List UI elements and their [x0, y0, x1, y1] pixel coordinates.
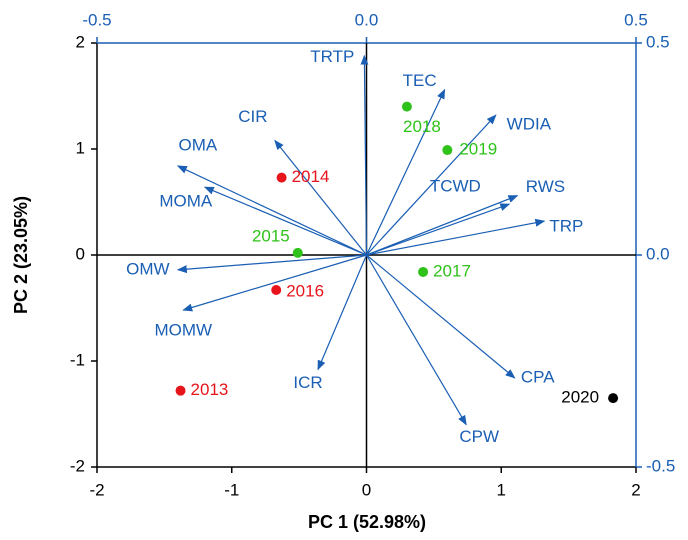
x-tick-label: 1: [497, 480, 506, 499]
y-tick-label: 0: [76, 244, 85, 263]
y-tick-label: 2: [76, 32, 85, 51]
x-tick-label: 2: [631, 480, 640, 499]
loading-label: CPA: [521, 367, 555, 386]
score-point: [175, 385, 186, 396]
loading-arrow: [274, 139, 367, 256]
loading-label: ICR: [293, 373, 322, 392]
loading-label: TEC: [403, 71, 437, 90]
loading-arrow: [365, 88, 446, 256]
loading-arrow: [203, 186, 367, 256]
x2-tick-label: 0.5: [624, 10, 648, 29]
loading-label: CPW: [459, 427, 499, 446]
loading-label: MOMW: [154, 321, 212, 340]
loading-label: TRTP: [310, 47, 354, 66]
score-label: 2017: [433, 261, 471, 280]
loading-arrow: [182, 254, 367, 312]
score-label: 2018: [403, 117, 441, 136]
y2-tick-label: 0.5: [646, 32, 670, 51]
score-point: [271, 284, 282, 295]
loading-arrow: [366, 218, 546, 256]
score-point: [608, 393, 619, 404]
score-label: 2015: [252, 226, 290, 245]
loading-label: OMW: [126, 259, 169, 278]
loading-label: MOMA: [159, 192, 213, 211]
loading-arrow: [360, 54, 369, 256]
x-tick-label: 0: [362, 480, 371, 499]
score-point: [401, 101, 412, 112]
loading-label: RWS: [526, 177, 565, 196]
x2-tick-label: -0.5: [82, 10, 111, 29]
score-point: [418, 266, 429, 277]
y-axis-label: PC 2 (23.05%): [11, 196, 31, 314]
y2-tick-label: 0.0: [646, 244, 670, 263]
score-label: 2019: [459, 140, 497, 159]
y-tick-label: -2: [70, 456, 85, 475]
score-point: [276, 172, 287, 183]
score-label: 2014: [292, 167, 330, 186]
loading-arrow: [317, 254, 368, 371]
loading-label: OMA: [178, 135, 217, 154]
x-tick-label: -1: [224, 480, 239, 499]
x-tick-label: -2: [89, 480, 104, 499]
score-label: 2020: [561, 388, 599, 407]
loading-arrow: [365, 254, 467, 426]
score-label: 2016: [286, 281, 324, 300]
y-tick-label: 1: [76, 138, 85, 157]
loading-arrow: [176, 165, 367, 256]
score-label: 2013: [191, 380, 229, 399]
score-point: [442, 145, 453, 156]
loading-label: WDIA: [507, 115, 552, 134]
loading-label: TRP: [549, 217, 583, 236]
loading-label: CIR: [238, 107, 267, 126]
loading-arrow: [366, 254, 516, 379]
score-point: [292, 247, 303, 258]
y-tick-label: -1: [70, 350, 85, 369]
loading-arrow: [366, 203, 511, 256]
y2-tick-label: -0.5: [646, 456, 675, 475]
loading-arrow: [366, 195, 519, 256]
x2-tick-label: 0.0: [355, 10, 379, 29]
loading-arrow: [176, 254, 367, 274]
x-axis-label: PC 1 (52.98%): [308, 512, 426, 532]
loading-arrow: [366, 114, 497, 256]
loading-label: TCWD: [430, 177, 481, 196]
